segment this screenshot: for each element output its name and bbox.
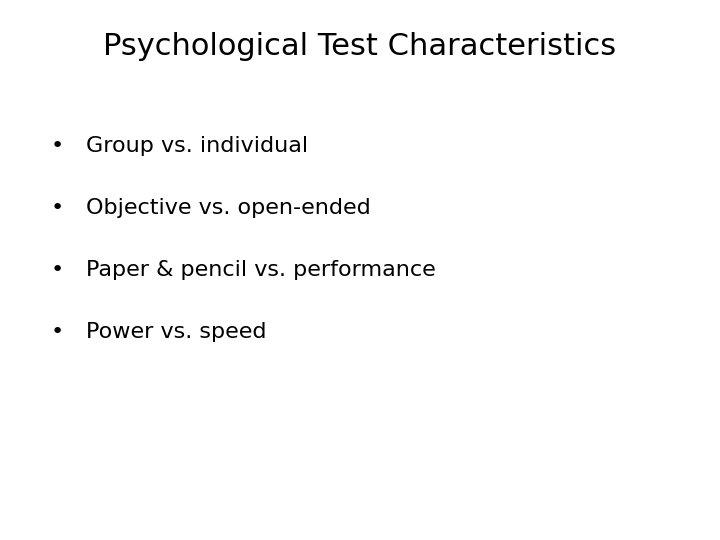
Text: •: • (51, 322, 64, 342)
Text: Paper & pencil vs. performance: Paper & pencil vs. performance (86, 260, 436, 280)
Text: Psychological Test Characteristics: Psychological Test Characteristics (104, 32, 616, 62)
Text: Power vs. speed: Power vs. speed (86, 322, 267, 342)
Text: Group vs. individual: Group vs. individual (86, 136, 309, 156)
Text: Objective vs. open-ended: Objective vs. open-ended (86, 198, 371, 218)
Text: •: • (51, 260, 64, 280)
Text: •: • (51, 198, 64, 218)
Text: •: • (51, 136, 64, 156)
